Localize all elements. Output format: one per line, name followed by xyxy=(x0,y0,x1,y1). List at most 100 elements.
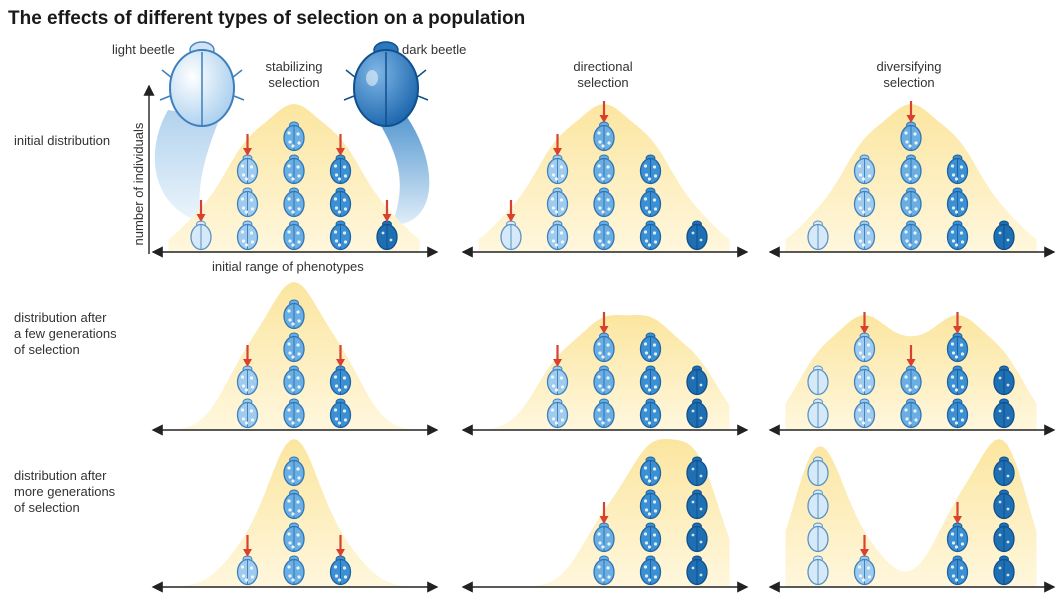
beetle-icon xyxy=(546,220,569,251)
beetle-icon xyxy=(993,365,1015,396)
beetle-icon xyxy=(853,187,876,218)
beetle-icon xyxy=(593,220,615,251)
column-title-directional: directional selection xyxy=(543,59,663,91)
beetle-icon xyxy=(807,398,829,429)
beetle-icon xyxy=(807,555,829,586)
row-label-line: of selection xyxy=(14,500,80,515)
selection-arrow xyxy=(506,200,516,222)
beetle-icon xyxy=(236,365,259,396)
selection-arrow xyxy=(953,502,962,524)
beetle-icon xyxy=(236,555,259,586)
beetle-icon xyxy=(853,365,876,396)
selection-arrow xyxy=(382,200,392,222)
selection-arrow xyxy=(860,312,869,334)
beetle-icon xyxy=(283,299,305,330)
beetle-icon xyxy=(686,220,708,251)
column-title-line: directional xyxy=(573,59,633,74)
beetle-icon xyxy=(546,187,569,218)
beetle-icon xyxy=(807,220,829,251)
column-title-line: selection xyxy=(268,75,320,90)
beetle-icon xyxy=(807,489,829,520)
beetle-icon xyxy=(853,332,876,363)
beetle-icon xyxy=(900,154,922,185)
beetle-icon xyxy=(946,332,969,363)
beetle-icon xyxy=(639,154,662,185)
beetle-icon xyxy=(993,220,1015,251)
selection-arrow xyxy=(599,101,609,123)
beetle-icon xyxy=(639,555,662,586)
column-title-line: selection xyxy=(883,75,935,90)
column-title-line: stabilizing xyxy=(265,59,323,74)
beetle-icon xyxy=(900,365,922,396)
row-label-line: a few generations xyxy=(14,326,117,341)
beetle-icon xyxy=(639,489,662,520)
dark-beetle-large-icon xyxy=(343,41,429,127)
selection-arrow xyxy=(243,535,252,557)
beetle-icon xyxy=(283,398,305,429)
beetle-icon xyxy=(946,398,969,429)
selection-arrow xyxy=(553,134,562,156)
selection-panel xyxy=(768,312,1056,436)
row-label-line: distribution after xyxy=(14,310,107,325)
beetle-icon xyxy=(283,220,305,251)
beetle-icon xyxy=(283,187,305,218)
beetle-icon xyxy=(283,332,305,363)
beetle-icon xyxy=(329,187,352,218)
beetle-icon xyxy=(993,522,1015,553)
beetle-icon xyxy=(853,220,876,251)
beetle-icon xyxy=(686,555,708,586)
page-title: The effects of different types of select… xyxy=(8,8,526,29)
beetle-icon xyxy=(283,522,305,553)
beetle-icon xyxy=(686,522,708,553)
beetle-icon xyxy=(639,365,662,396)
selection-arrow xyxy=(953,312,962,334)
selection-arrow xyxy=(243,345,252,367)
beetle-icon xyxy=(946,365,969,396)
beetle-icon xyxy=(283,154,305,185)
beetle-icon xyxy=(993,555,1015,586)
beetle-icon xyxy=(686,398,708,429)
beetle-icon xyxy=(853,398,876,429)
beetle-icon xyxy=(376,220,398,251)
dark-beetle-label: dark beetle xyxy=(402,42,467,57)
beetle-icon xyxy=(639,187,662,218)
beetle-icon xyxy=(900,398,922,429)
row-label-line: distribution after xyxy=(14,468,107,483)
selection-arrow xyxy=(336,134,345,156)
column-title-line: diversifying xyxy=(876,59,942,74)
column-title-stabilizing: stabilizing selection xyxy=(234,59,354,91)
selection-panel xyxy=(461,312,749,436)
beetle-icon xyxy=(639,456,662,487)
beetle-icon xyxy=(329,154,352,185)
selection-panel xyxy=(143,84,439,258)
beetle-icon xyxy=(283,456,305,487)
beetle-icon xyxy=(283,121,305,152)
beetle-icon xyxy=(993,398,1015,429)
beetle-icon xyxy=(593,555,615,586)
column-title-diversifying: diversifying selection xyxy=(849,59,969,91)
selection-panel xyxy=(151,439,439,593)
light-beetle-label: light beetle xyxy=(112,42,175,57)
selection-arrow xyxy=(906,101,916,123)
beetle-icon xyxy=(853,555,876,586)
beetle-icon xyxy=(593,398,615,429)
beetle-icon xyxy=(236,154,259,185)
beetle-icon xyxy=(946,220,969,251)
beetle-icon xyxy=(807,365,829,396)
row-label-initial: initial distribution xyxy=(14,133,144,149)
beetle-icon xyxy=(946,154,969,185)
selection-panel xyxy=(768,439,1056,593)
beetle-icon xyxy=(946,187,969,218)
beetle-icon xyxy=(807,456,829,487)
selection-arrow xyxy=(599,312,609,334)
row-label-line: of selection xyxy=(14,342,80,357)
distribution-curve xyxy=(785,439,1037,587)
beetle-icon xyxy=(853,154,876,185)
selection-arrow xyxy=(336,345,345,367)
selection-panel xyxy=(151,282,439,436)
selection-arrow xyxy=(906,345,916,367)
light-beetle-beam xyxy=(154,110,220,222)
beetle-icon xyxy=(236,220,259,251)
selection-arrow xyxy=(336,535,345,557)
selection-arrow xyxy=(196,200,206,222)
